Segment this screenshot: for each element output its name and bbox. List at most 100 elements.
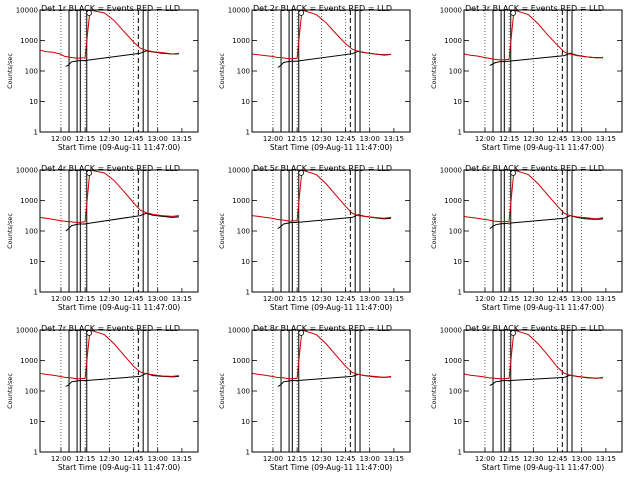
detector-panel: 1 10 100 1000 10000 12:00 12:15 12:30 12:45 13:00… xyxy=(6,164,199,312)
plot-frame xyxy=(251,329,411,453)
x-tick-label: 12:00 xyxy=(263,135,283,143)
y-tick-label: 10000 xyxy=(16,327,38,335)
detector-panel: 1 10 100 1000 10000 12:00 12:15 12:30 12:45 13:00… xyxy=(218,4,411,152)
x-tick-label: 12:15 xyxy=(499,295,519,303)
series-group xyxy=(252,10,392,68)
series-group xyxy=(252,170,392,230)
x-tick-label: 12:45 xyxy=(547,135,567,143)
x-tick-label: 12:00 xyxy=(263,295,283,303)
x-tick-label: 13:00 xyxy=(360,295,380,303)
panel-title: Det 4r BLACK = Events RED = LLD xyxy=(41,164,180,173)
plot-frame xyxy=(251,169,411,293)
x-tick-label: 13:00 xyxy=(572,295,592,303)
x-tick-label: 12:15 xyxy=(499,455,519,463)
x-tick-label: 12:30 xyxy=(99,455,119,463)
series-group xyxy=(40,170,180,232)
x-tick-label: 12:00 xyxy=(51,455,71,463)
series-group xyxy=(464,10,604,67)
lld-series-line xyxy=(40,330,180,380)
y-tick-label: 10000 xyxy=(440,327,462,335)
x-tick-label: 13:00 xyxy=(572,455,592,463)
x-tick-label: 13:15 xyxy=(384,135,404,143)
x-tick-label: 12:30 xyxy=(523,135,543,143)
x-axis-label: Start Time (09-Aug-11 11:47:00) xyxy=(270,463,392,472)
y-tick-label: 10000 xyxy=(228,327,250,335)
y-axis-label: Counts/sec xyxy=(430,373,438,409)
x-tick-label: 13:00 xyxy=(572,135,592,143)
y-tick-label: 10 xyxy=(29,418,38,426)
x-tick-label: 12:00 xyxy=(475,135,495,143)
y-tick-label: 100 xyxy=(25,228,38,236)
x-tick-label: 12:15 xyxy=(287,455,307,463)
y-tick-label: 10 xyxy=(453,98,462,106)
x-tick-label: 13:15 xyxy=(172,455,192,463)
y-tick-label: 1000 xyxy=(444,37,462,45)
series-group xyxy=(464,170,604,230)
y-axis-label: Counts/sec xyxy=(430,213,438,249)
lld-series-line xyxy=(40,170,180,224)
x-tick-label: 13:15 xyxy=(172,295,192,303)
y-tick-label: 1 xyxy=(246,449,250,457)
lld-series-line xyxy=(252,170,392,222)
y-tick-label: 10000 xyxy=(228,167,250,175)
series-group xyxy=(252,330,392,387)
y-tick-label: 10 xyxy=(241,418,250,426)
y-axis-label: Counts/sec xyxy=(218,53,226,89)
x-axis-label: Start Time (09-Aug-11 11:47:00) xyxy=(482,143,604,152)
x-axis-label: Start Time (09-Aug-11 11:47:00) xyxy=(58,303,180,312)
panel-title: Det 1r BLACK = Events RED = LLD xyxy=(41,4,180,13)
y-axis-label: Counts/sec xyxy=(6,53,14,89)
y-axis-label: Counts/sec xyxy=(6,213,14,249)
x-axis-label: Start Time (09-Aug-11 11:47:00) xyxy=(482,303,604,312)
y-tick-label: 1000 xyxy=(232,357,250,365)
x-tick-label: 12:45 xyxy=(335,135,355,143)
x-tick-label: 13:00 xyxy=(148,135,168,143)
x-tick-label: 13:00 xyxy=(360,135,380,143)
y-tick-label: 10000 xyxy=(440,167,462,175)
y-tick-label: 10 xyxy=(241,258,250,266)
plot-frame xyxy=(39,329,199,453)
lld-series-line xyxy=(40,10,180,59)
x-axis-label: Start Time (09-Aug-11 11:47:00) xyxy=(482,463,604,472)
y-tick-label: 10 xyxy=(29,98,38,106)
y-tick-label: 10 xyxy=(241,98,250,106)
plot-frame xyxy=(463,329,623,453)
x-tick-label: 13:00 xyxy=(360,455,380,463)
x-axis-label: Start Time (09-Aug-11 11:47:00) xyxy=(58,143,180,152)
x-tick-label: 12:30 xyxy=(311,135,331,143)
detector-panel: 1 10 100 1000 10000 12:00 12:15 12:30 12:45 13:00… xyxy=(6,324,199,472)
y-tick-label: 1000 xyxy=(232,37,250,45)
lld-series-line xyxy=(464,330,604,380)
x-tick-label: 12:15 xyxy=(75,295,95,303)
events-series-line xyxy=(489,215,604,230)
y-tick-label: 1 xyxy=(34,129,38,137)
y-tick-label: 10000 xyxy=(16,167,38,175)
panel-title: Det 7r BLACK = Events RED = LLD xyxy=(41,324,180,333)
y-tick-label: 100 xyxy=(25,68,38,76)
x-tick-label: 12:00 xyxy=(475,455,495,463)
y-tick-label: 1 xyxy=(458,129,462,137)
x-axis-label: Start Time (09-Aug-11 11:47:00) xyxy=(270,303,392,312)
x-tick-label: 13:15 xyxy=(172,135,192,143)
detector-panel: 1 10 100 1000 10000 12:00 12:15 12:30 12:45 13:00… xyxy=(6,4,199,152)
detector-panel: 1 10 100 1000 10000 12:00 12:15 12:30 12:45 13:00… xyxy=(218,324,411,472)
y-axis-label: Counts/sec xyxy=(218,373,226,409)
x-tick-label: 12:00 xyxy=(263,455,283,463)
series-group xyxy=(40,330,180,387)
panel-title: Det 9r BLACK = Events RED = LLD xyxy=(465,324,604,333)
x-tick-label: 12:15 xyxy=(287,295,307,303)
y-tick-label: 1 xyxy=(246,289,250,297)
events-series-line xyxy=(489,374,604,387)
x-tick-label: 12:00 xyxy=(475,295,495,303)
x-tick-label: 12:45 xyxy=(547,295,567,303)
y-tick-label: 1000 xyxy=(20,357,38,365)
y-tick-label: 100 xyxy=(237,388,250,396)
x-tick-label: 13:15 xyxy=(596,295,616,303)
x-tick-label: 12:30 xyxy=(99,295,119,303)
y-axis-label: Counts/sec xyxy=(6,373,14,409)
x-tick-label: 12:15 xyxy=(287,135,307,143)
x-tick-label: 13:15 xyxy=(384,295,404,303)
y-tick-label: 1 xyxy=(34,449,38,457)
y-tick-label: 1000 xyxy=(444,197,462,205)
events-series-line xyxy=(65,372,180,387)
